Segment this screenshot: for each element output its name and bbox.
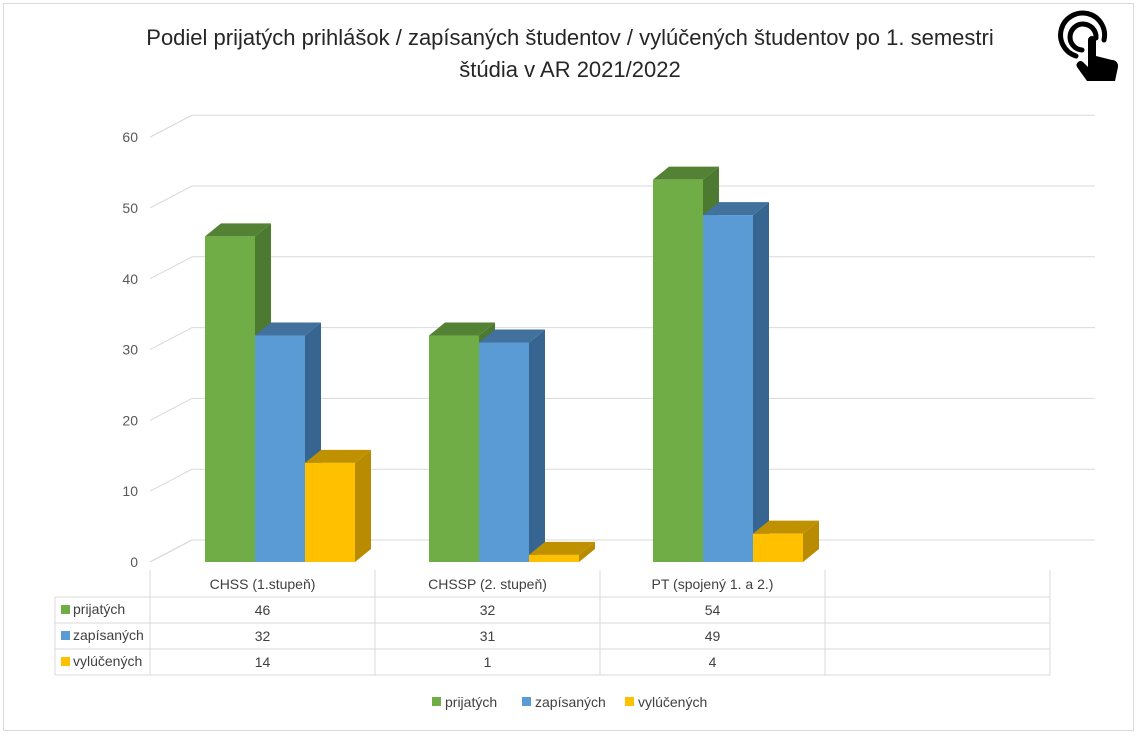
bar-zapísaných bbox=[255, 335, 305, 562]
touch-gesture-icon bbox=[1058, 10, 1119, 81]
y-tick-label: 30 bbox=[122, 342, 138, 358]
bar-top bbox=[703, 202, 769, 216]
gridline-diagonal bbox=[149, 539, 193, 563]
legend-key bbox=[625, 697, 634, 706]
data-label: 49 bbox=[705, 628, 721, 644]
data-label: 1 bbox=[484, 654, 492, 670]
bar-zapísaných bbox=[479, 342, 529, 562]
legend-label: zapísaných bbox=[535, 694, 606, 710]
table-series-label: prijatých bbox=[73, 601, 125, 617]
bar-vylúčených bbox=[305, 462, 355, 562]
bar-side bbox=[753, 202, 769, 562]
bar-top bbox=[479, 329, 545, 343]
y-tick-label: 50 bbox=[122, 200, 138, 216]
table-series-label: vylúčených bbox=[73, 653, 142, 669]
data-label: 14 bbox=[255, 654, 271, 670]
bar-side bbox=[355, 449, 371, 562]
table-legend-key bbox=[61, 631, 70, 640]
bar-prijatých bbox=[653, 179, 703, 562]
data-label: 32 bbox=[480, 602, 496, 618]
data-label: 32 bbox=[255, 628, 271, 644]
legend-label: vylúčených bbox=[638, 694, 707, 710]
gridline-diagonal bbox=[149, 327, 193, 351]
bar-top bbox=[205, 223, 271, 237]
gridline-diagonal bbox=[149, 256, 193, 280]
data-label: 31 bbox=[480, 628, 496, 644]
y-tick-label: 10 bbox=[122, 483, 138, 499]
table-legend-key bbox=[61, 605, 70, 614]
category-label: PT (spojený 1. a 2.) bbox=[652, 576, 774, 592]
gridline-diagonal bbox=[149, 468, 193, 492]
bar-top bbox=[753, 520, 819, 534]
bar-prijatých bbox=[429, 335, 479, 562]
y-tick-label: 0 bbox=[130, 554, 138, 570]
bar-prijatých bbox=[205, 236, 255, 562]
chart-title: Podiel prijatých prihlášok / zapísaných … bbox=[146, 25, 994, 82]
legend-key bbox=[432, 697, 441, 706]
bar-top bbox=[529, 541, 595, 555]
bar-top bbox=[429, 322, 495, 336]
y-tick-label: 20 bbox=[122, 412, 138, 428]
bar-side bbox=[529, 329, 545, 562]
table-legend-key bbox=[61, 657, 70, 666]
y-tick-label: 40 bbox=[122, 271, 138, 287]
bar-vylúčených bbox=[529, 554, 579, 562]
data-label: 54 bbox=[705, 602, 721, 618]
legend-label: prijatých bbox=[445, 694, 497, 710]
bar-top bbox=[653, 166, 719, 180]
chart-area bbox=[3, 3, 1134, 731]
gridline-diagonal bbox=[149, 114, 193, 138]
bar-side bbox=[803, 520, 819, 562]
gridline-diagonal bbox=[149, 185, 193, 209]
y-tick-label: 60 bbox=[122, 129, 138, 145]
table-series-label: zapísaných bbox=[73, 627, 144, 643]
bar-zapísaných bbox=[703, 215, 753, 562]
bar-top bbox=[255, 322, 321, 336]
category-label: CHSS (1.stupeň) bbox=[210, 576, 316, 592]
gridline-diagonal bbox=[149, 397, 193, 421]
bar-top bbox=[305, 449, 371, 463]
data-label: 46 bbox=[255, 602, 271, 618]
legend-key bbox=[522, 697, 531, 706]
category-label: CHSSP (2. stupeň) bbox=[428, 576, 547, 592]
data-label: 4 bbox=[709, 654, 717, 670]
bar-vylúčených bbox=[753, 533, 803, 562]
bar-side bbox=[579, 541, 595, 562]
